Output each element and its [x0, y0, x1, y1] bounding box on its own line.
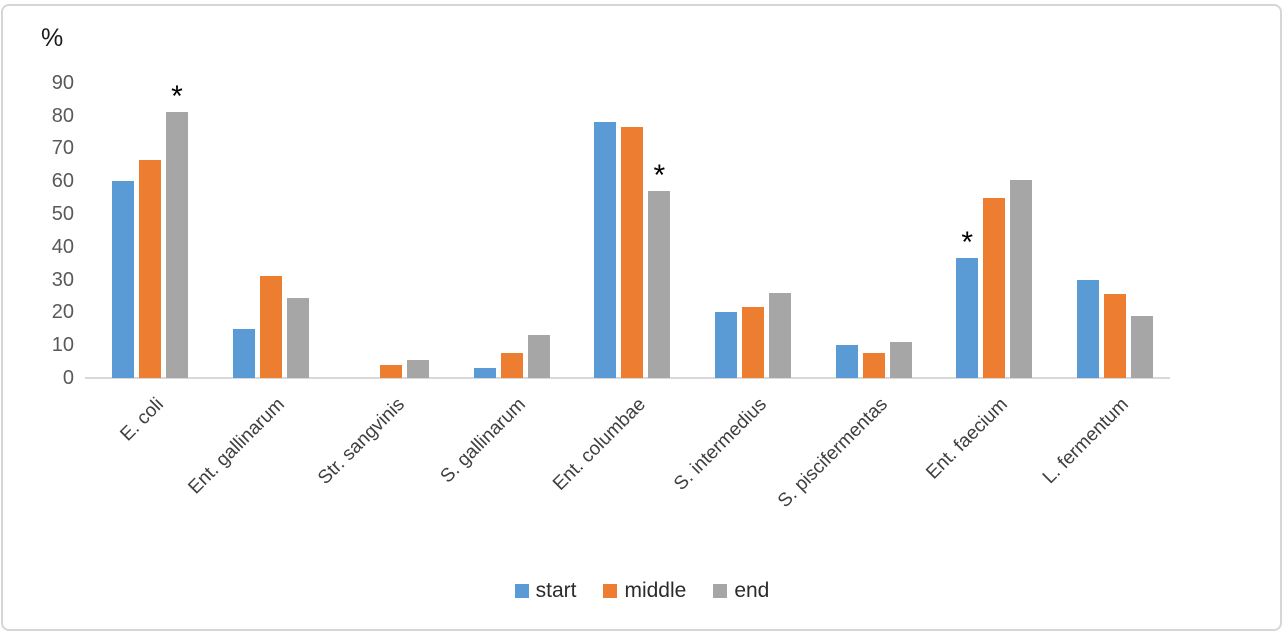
bar-middle	[1103, 294, 1126, 378]
bar-end	[407, 359, 430, 378]
category-label: S. intermedius	[670, 394, 771, 495]
bar-middle	[500, 353, 523, 378]
y-axis-tick-label: 60	[51, 170, 74, 193]
significance-asterisk: *	[171, 80, 183, 114]
legend-label-start: start	[535, 579, 577, 602]
y-axis-tick-label: 30	[51, 268, 74, 291]
legend-swatch-start	[514, 584, 529, 598]
bar-end	[1130, 315, 1153, 378]
legend-swatch-end	[713, 584, 728, 598]
x-axis-line	[85, 377, 1170, 379]
legend-item-middle: middle	[603, 579, 686, 603]
legend-label-middle: middle	[624, 579, 687, 602]
bar-end	[889, 341, 912, 378]
bar-middle	[139, 159, 161, 378]
bar-start	[715, 312, 737, 378]
significance-asterisk: *	[961, 226, 974, 260]
category-label: E. coli	[116, 394, 168, 446]
category-label: Ent. gallinarum	[183, 394, 289, 499]
y-axis-tick-label: 50	[51, 203, 74, 225]
bar-start	[835, 345, 858, 378]
bar-middle	[862, 353, 885, 378]
bar-start	[1076, 279, 1099, 378]
category-label: L. fermentum	[1038, 394, 1133, 489]
category-label: Ent. columbae	[549, 394, 651, 495]
bar-start	[473, 368, 496, 378]
bar-end	[648, 191, 671, 378]
bar-end	[769, 292, 791, 378]
y-axis-tick-label: 10	[51, 334, 74, 357]
y-axis-tick-label: 90	[51, 71, 74, 94]
significance-asterisk: *	[653, 159, 666, 193]
bar-start	[112, 181, 134, 378]
bar-middle	[380, 364, 403, 378]
legend-swatch-middle	[603, 584, 618, 598]
bar-end	[166, 112, 188, 378]
y-axis-tick-label: 70	[51, 137, 74, 160]
bar-end	[286, 297, 309, 378]
y-axis-tick-label: 0	[62, 367, 74, 389]
bar-end	[527, 335, 550, 378]
bar-middle	[983, 197, 1006, 378]
bar-middle	[621, 127, 644, 378]
bar-middle	[259, 276, 282, 378]
y-axis-tick-label: 20	[51, 301, 74, 324]
category-label: Ent. faecium	[922, 394, 1013, 484]
chart-legend: start middle end	[0, 579, 1284, 603]
y-axis-tick-label: 40	[51, 235, 74, 258]
bar-start	[232, 328, 255, 378]
legend-label-end: end	[734, 579, 770, 602]
bar-middle	[742, 307, 764, 378]
category-label: S. gallinarum	[436, 394, 530, 488]
category-label: S. piscifermentas	[773, 394, 892, 512]
y-axis-tick-label: 80	[51, 104, 74, 127]
bar-end	[1010, 179, 1033, 378]
bar-start	[594, 122, 617, 378]
legend-item-end: end	[713, 579, 769, 603]
legend-item-start: start	[514, 579, 577, 603]
category-label: Str. sangvinis	[314, 394, 410, 489]
y-axis-title: %	[41, 24, 64, 52]
bar-start	[956, 258, 979, 378]
